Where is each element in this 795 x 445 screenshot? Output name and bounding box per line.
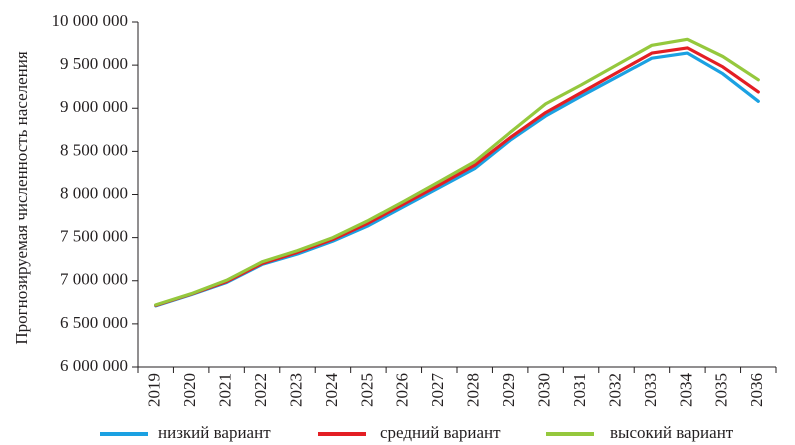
x-tick-label: 2021 xyxy=(216,373,235,407)
y-tick-label: 9 000 000 xyxy=(60,97,128,116)
chart-axes xyxy=(137,22,776,368)
y-tick-label: 9 500 000 xyxy=(60,54,128,73)
y-axis-ticks: 6 000 000 6 500 000 7 000 000 7 500 000 8 00… xyxy=(52,11,138,375)
x-tick-label: 2020 xyxy=(180,373,199,407)
series-lines xyxy=(154,37,760,308)
x-tick-label: 2035 xyxy=(712,373,731,407)
legend: низкий вариант средний вариант высокий вар… xyxy=(100,423,734,442)
x-tick-label: 2025 xyxy=(357,373,376,407)
y-tick-label: 6 500 000 xyxy=(60,313,128,332)
y-tick-label: 10 000 000 xyxy=(52,11,129,30)
x-tick-label: 2024 xyxy=(322,373,341,408)
x-tick-label: 2033 xyxy=(641,373,660,407)
x-tick-label: 2027 xyxy=(428,373,447,408)
y-tick-label: 8 500 000 xyxy=(60,140,128,159)
legend-label-1: средний вариант xyxy=(380,423,501,442)
series-line-0 xyxy=(154,51,760,308)
x-tick-label: 2032 xyxy=(605,373,624,407)
x-tick-label: 2030 xyxy=(535,373,554,407)
x-tick-label: 2036 xyxy=(747,373,766,407)
x-tick-label: 2019 xyxy=(145,373,164,407)
series-line-1 xyxy=(154,46,760,307)
x-tick-label: 2031 xyxy=(570,373,589,407)
y-tick-label: 7 500 000 xyxy=(60,227,128,246)
y-tick-label: 6 000 000 xyxy=(60,356,128,375)
x-axis-ticks: 2019 2020 2021 2022 2023 2024 2025 2026 2027 2028… xyxy=(137,367,777,408)
legend-label-0: низкий вариант xyxy=(158,423,271,442)
y-tick-label: 8 000 000 xyxy=(60,183,128,202)
y-tick-label: 7 000 000 xyxy=(60,270,128,289)
x-tick-label: 2023 xyxy=(286,373,305,407)
x-tick-label: 2026 xyxy=(393,373,412,407)
x-tick-label: 2022 xyxy=(251,373,270,407)
x-tick-label: 2034 xyxy=(676,373,695,408)
y-axis-title: Прогнозируемая численность населения xyxy=(12,51,31,344)
legend-label-2: высокий вариант xyxy=(610,423,734,442)
x-tick-label: 2029 xyxy=(499,373,518,407)
x-tick-label: 2028 xyxy=(464,373,483,407)
series-line-2 xyxy=(154,37,760,307)
